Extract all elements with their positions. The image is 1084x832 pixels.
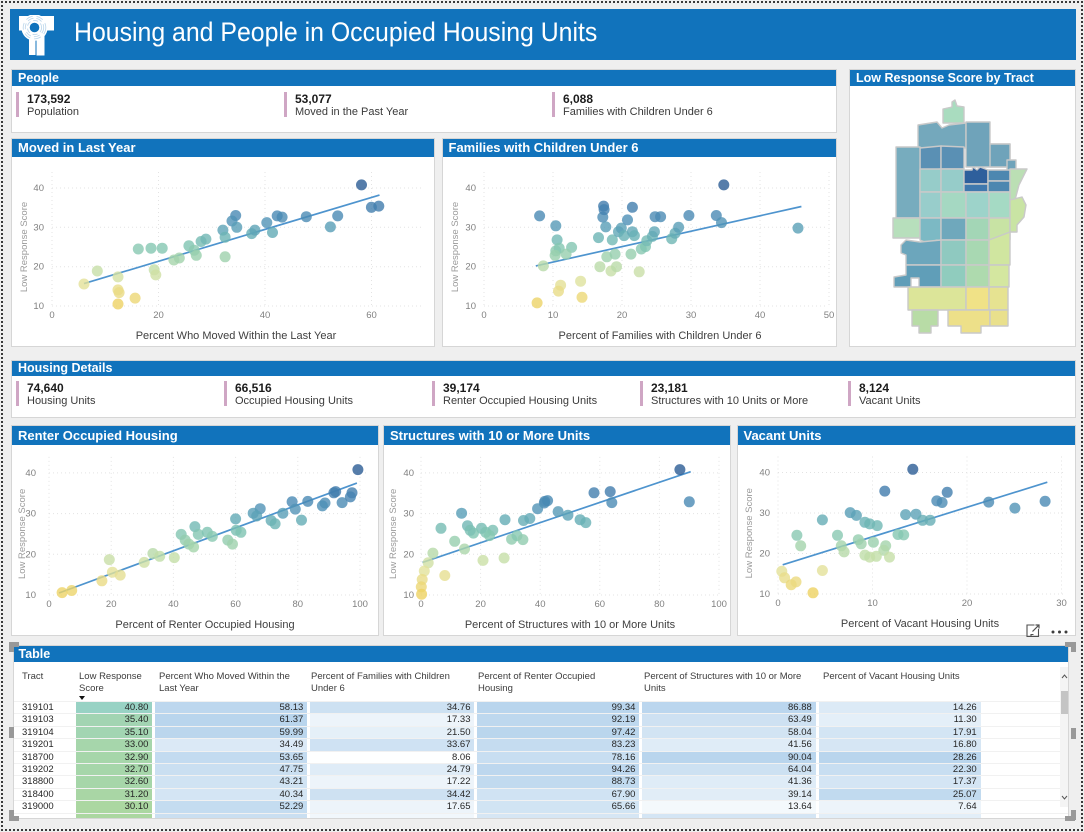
svg-text:Low Response Score: Low Response Score xyxy=(744,488,755,578)
svg-text:0: 0 xyxy=(418,599,423,610)
svg-text:40: 40 xyxy=(260,310,271,321)
svg-text:60: 60 xyxy=(230,599,241,610)
svg-text:30: 30 xyxy=(759,508,770,519)
svg-text:0: 0 xyxy=(46,599,51,610)
svg-text:10: 10 xyxy=(867,598,878,609)
svg-text:20: 20 xyxy=(33,262,44,273)
svg-text:Percent of Structures with 10: Percent of Structures with 10 or More Un… xyxy=(465,619,676,631)
svg-text:80: 80 xyxy=(654,599,665,610)
svg-text:20: 20 xyxy=(465,262,476,273)
svg-text:20: 20 xyxy=(403,549,414,560)
svg-text:30: 30 xyxy=(25,509,36,520)
svg-text:Low Response Score: Low Response Score xyxy=(19,202,30,292)
svg-text:30: 30 xyxy=(686,310,697,321)
svg-text:10: 10 xyxy=(25,590,36,601)
svg-text:40: 40 xyxy=(535,599,546,610)
svg-text:40: 40 xyxy=(25,468,36,479)
svg-text:40: 40 xyxy=(755,310,766,321)
svg-text:20: 20 xyxy=(962,598,973,609)
svg-text:40: 40 xyxy=(33,183,44,194)
svg-text:100: 100 xyxy=(352,599,368,610)
svg-text:40: 40 xyxy=(403,468,414,479)
svg-text:0: 0 xyxy=(775,598,780,609)
svg-text:Percent of Families with Child: Percent of Families with Children Under … xyxy=(559,330,762,342)
svg-text:20: 20 xyxy=(759,549,770,560)
svg-text:20: 20 xyxy=(106,599,117,610)
svg-text:30: 30 xyxy=(1056,598,1067,609)
svg-text:50: 50 xyxy=(824,310,835,321)
svg-text:Low Response Score: Low Response Score xyxy=(17,489,28,579)
svg-text:100: 100 xyxy=(711,599,727,610)
svg-text:40: 40 xyxy=(759,468,770,479)
svg-text:10: 10 xyxy=(33,301,44,312)
svg-text:20: 20 xyxy=(25,549,36,560)
svg-text:40: 40 xyxy=(168,599,179,610)
svg-text:0: 0 xyxy=(49,310,54,321)
svg-text:10: 10 xyxy=(465,301,476,312)
svg-text:Percent of Vacant Housing Unit: Percent of Vacant Housing Units xyxy=(841,618,1000,630)
svg-text:Percent Who Moved Within the L: Percent Who Moved Within the Last Year xyxy=(136,330,337,342)
svg-text:10: 10 xyxy=(759,589,770,600)
svg-text:20: 20 xyxy=(617,310,628,321)
svg-text:60: 60 xyxy=(595,599,606,610)
svg-text:30: 30 xyxy=(403,509,414,520)
svg-text:80: 80 xyxy=(293,599,304,610)
svg-text:20: 20 xyxy=(475,599,486,610)
svg-text:40: 40 xyxy=(465,183,476,194)
svg-text:Low Response Score: Low Response Score xyxy=(450,202,461,292)
svg-text:10: 10 xyxy=(403,590,414,601)
svg-text:30: 30 xyxy=(465,222,476,233)
svg-text:Low Response Score: Low Response Score xyxy=(388,489,399,579)
svg-text:20: 20 xyxy=(153,310,164,321)
svg-text:30: 30 xyxy=(33,222,44,233)
svg-text:0: 0 xyxy=(481,310,486,321)
svg-text:10: 10 xyxy=(548,310,559,321)
svg-text:Percent of Renter Occupied Hou: Percent of Renter Occupied Housing xyxy=(115,619,294,631)
svg-text:60: 60 xyxy=(366,310,377,321)
